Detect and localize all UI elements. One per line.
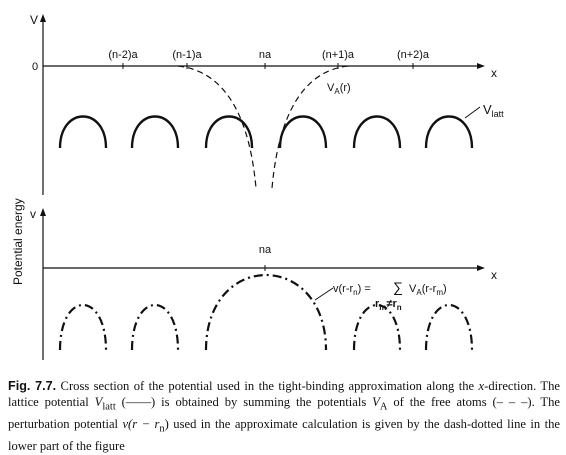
- equation-lhs: v(r-rn) =: [333, 283, 371, 297]
- lattice-hump-6: [424, 115, 474, 149]
- potential-figure: Potential energy V 0 x (n-2)a (n-1)a na …: [11, 13, 504, 360]
- perturbation-hump-2: [130, 304, 180, 351]
- upper-tick-label-5: (n+2)a: [397, 49, 430, 61]
- equation-under-r1: r: [375, 298, 380, 310]
- upper-zero-label: 0: [32, 61, 38, 73]
- lattice-hump-1: [58, 115, 108, 149]
- caption-va: V: [372, 395, 380, 410]
- lower-tick-label: na: [259, 244, 272, 256]
- lattice-hump-4: [278, 115, 328, 149]
- caption-pert-sub: n: [159, 423, 165, 435]
- figure-caption: Fig. 7.7. Cross section of the potential…: [8, 378, 560, 455]
- equation-under-r2: r: [392, 298, 397, 310]
- caption-text-4: of the free atoms (– – –). The perturbat…: [8, 395, 560, 432]
- free-atom-potential-right: [271, 65, 349, 189]
- lower-v-label: v: [30, 207, 36, 221]
- equation-rhs-close: ): [443, 283, 447, 295]
- equation-rhs-v: V: [409, 283, 417, 295]
- free-atom-potential-left: [177, 65, 257, 189]
- equation-under-ne: ≠: [386, 298, 392, 310]
- lower-y-arrow: [40, 208, 46, 216]
- caption-text-1: Cross section of the potential used in t…: [56, 379, 479, 393]
- caption-pert: v(r − r: [122, 417, 160, 432]
- caption-lead: Fig. 7.7.: [8, 379, 57, 393]
- equation-rhs-arg: (r-r: [422, 283, 437, 295]
- caption-vlatt-sub: latt: [102, 401, 116, 413]
- va-label-arg: (r): [340, 82, 351, 94]
- upper-tick-label-1: (n-2)a: [108, 49, 138, 61]
- vlatt-label: Vlatt: [483, 102, 504, 119]
- equation-under-sub2: n: [397, 303, 402, 312]
- va-label-main: V: [327, 82, 335, 94]
- vlatt-label-main: V: [483, 102, 492, 117]
- caption-text-3: (——) is obtained by summing the potentia…: [115, 395, 373, 410]
- va-label-sub: A: [334, 87, 340, 96]
- perturbation-hump-1: [58, 304, 108, 351]
- va-label: VA(r): [327, 82, 351, 96]
- equation-mid: ) =: [358, 283, 371, 295]
- upper-y-arrow: [40, 14, 46, 22]
- perturbation-hump-center: [204, 273, 328, 351]
- equation-rhs-sub: A: [416, 288, 422, 297]
- lower-x-arrow: [477, 265, 485, 271]
- y-axis-label: Potential energy: [11, 198, 25, 285]
- equation-rhs: VA(r-rm): [409, 283, 447, 297]
- caption-vlatt: V: [94, 395, 103, 410]
- upper-panel: V 0 x (n-2)a (n-1)a na (n+1)a (n+2)a VA(…: [30, 13, 504, 195]
- caption-text-2: -direction. The lattice potential: [8, 379, 560, 410]
- lattice-hump-5: [352, 115, 402, 149]
- upper-x-arrow: [477, 63, 485, 69]
- upper-tick-label-4: (n+1)a: [322, 49, 355, 61]
- equation-under-sub1: m: [379, 303, 386, 312]
- equation-sum: ∑: [393, 279, 403, 295]
- vlatt-label-sub: latt: [492, 109, 505, 119]
- equation-under: rm≠rn: [375, 298, 402, 312]
- perturbation-hump-4: [352, 304, 402, 351]
- caption-va-sub: A: [379, 401, 388, 413]
- lower-x-label: x: [491, 268, 497, 282]
- lattice-hump-2: [130, 115, 180, 149]
- perturbation-pointer: [314, 287, 334, 301]
- lattice-hump-3: [204, 115, 254, 149]
- equation-lhs-sub: n: [353, 288, 357, 297]
- perturbation-hump-5: [424, 304, 474, 351]
- upper-tick-label-2: (n-1)a: [172, 49, 202, 61]
- upper-tick-label-3: na: [259, 49, 272, 61]
- caption-x: x: [478, 379, 485, 393]
- equation-rhs-sub2: m: [436, 288, 443, 297]
- upper-v-label: V: [30, 13, 38, 27]
- caption-pert-close: ): [164, 417, 169, 432]
- lattice-potential: [58, 115, 474, 149]
- perturbation-equation: v(r-rn) = ∑ rm≠rn VA(r-rm): [333, 279, 447, 312]
- lower-panel: v x na v(r-rn) = ∑ rm≠rn VA(r-rm): [30, 207, 497, 360]
- vlatt-pointer: [464, 106, 481, 119]
- equation-lhs-text: v(r-r: [333, 283, 353, 295]
- upper-x-label: x: [491, 66, 497, 80]
- upper-ticks: [122, 63, 414, 69]
